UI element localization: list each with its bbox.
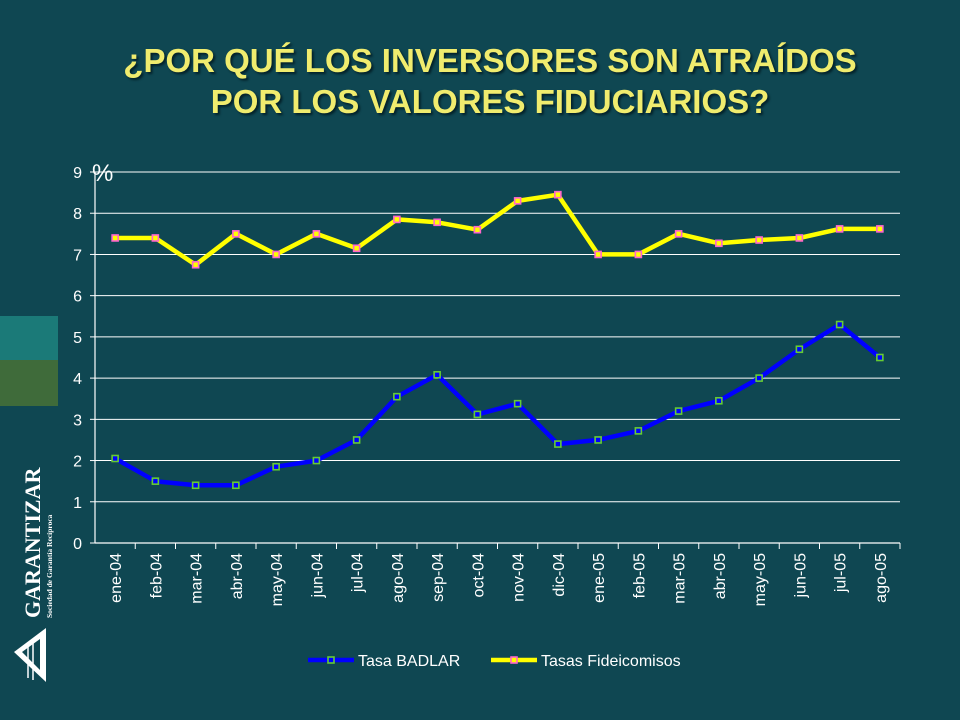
data-point-tasa-badlar-jul-05 (835, 320, 844, 329)
data-point-tasas-fideicomisos-feb-05 (634, 250, 643, 259)
data-point-tasas-fideicomisos-dic-04 (554, 190, 562, 199)
data-point-tasas-fideicomisos-abr-04 (232, 230, 240, 238)
data-point-tasa-badlar-abr-04 (232, 481, 240, 490)
series-tasas-fideicomisos (111, 190, 884, 269)
garantizar-logo: GARANTIZAR Sociedad de Garantía Recíproc… (14, 467, 54, 682)
data-point-tasas-fideicomisos-jun-05 (795, 234, 804, 242)
data-point-tasas-fideicomisos-ene-05 (594, 250, 602, 259)
data-point-tasas-fideicomisos-ago-04 (393, 215, 401, 224)
x-tick-label-jul-04: jul-04 (350, 553, 367, 593)
x-tick-label-ago-04: ago-04 (390, 553, 407, 603)
axes (90, 171, 901, 549)
legend-label-tasa-badlar: Tasa BADLAR (358, 653, 460, 670)
logo-name: GARANTIZAR (20, 467, 45, 618)
legend-item-tasas-fideicomisos: Tasas Fideicomisos (491, 653, 681, 670)
x-tick-label-sep-04: sep-04 (430, 553, 447, 602)
data-point-tasa-badlar-mar-04 (191, 481, 200, 490)
x-tick-label-ene-05: ene-05 (591, 553, 608, 603)
x-tick-labels: ene-04 feb-04 mar-04 abr-04 may-04 jun-04 jul-… (108, 553, 890, 606)
x-tick-label-abr-05: abr-05 (712, 553, 729, 599)
series-tasa-badlar (111, 320, 884, 490)
legend-item-tasa-badlar: Tasa BADLAR (308, 653, 460, 670)
x-tick-label-feb-04: feb-04 (148, 553, 165, 598)
data-point-tasas-fideicomisos-may-05 (755, 236, 763, 244)
slide-title-line-2: POR LOS VALORES FIDUCIARIOS? (210, 83, 770, 120)
x-tick-label-dic-04: dic-04 (551, 553, 568, 597)
data-point-tasa-badlar-ene-05 (594, 436, 602, 444)
data-point-tasa-badlar-sep-04 (433, 371, 441, 379)
data-point-tasa-badlar-feb-04 (151, 477, 160, 485)
data-point-tasa-badlar-ene-04 (111, 454, 119, 463)
y-tick-label-7: 7 (73, 247, 82, 264)
y-tick-label-4: 4 (73, 371, 82, 388)
y-tick-label-3: 3 (73, 412, 82, 429)
data-point-tasas-fideicomisos-nov-04 (513, 197, 522, 205)
data-point-tasa-badlar-ago-04 (393, 392, 401, 401)
data-point-tasa-badlar-ago-05 (876, 353, 884, 362)
legend-swatch-marker-tasa-badlar (327, 656, 335, 664)
side-accent-bar-teal (0, 316, 58, 360)
legend-label-tasas-fideicomisos: Tasas Fideicomisos (541, 653, 681, 670)
y-axis-unit-label: % (92, 160, 113, 187)
data-point-tasa-badlar-feb-05 (634, 427, 643, 435)
x-tick-label-oct-04: oct-04 (470, 553, 487, 598)
data-point-tasas-fideicomisos-ago-05 (876, 225, 884, 233)
x-tick-label-jun-04: jun-04 (309, 553, 326, 599)
x-tick-label-ago-05: ago-05 (873, 553, 890, 603)
data-point-tasas-fideicomisos-mar-05 (674, 230, 683, 238)
series-line-tasas-fideicomisos (115, 192, 880, 268)
data-point-tasas-fideicomisos-abr-05 (715, 239, 723, 248)
y-tick-label-1: 1 (73, 495, 82, 512)
x-tick-label-feb-05: feb-05 (631, 553, 648, 598)
side-accent-bar-green (0, 360, 58, 406)
data-point-tasa-badlar-jun-04 (312, 456, 321, 465)
x-tick-label-mar-05: mar-05 (672, 553, 689, 604)
data-point-tasa-badlar-may-04 (272, 462, 280, 471)
data-point-tasa-badlar-mar-05 (674, 407, 683, 415)
data-point-tasa-badlar-nov-04 (513, 399, 522, 408)
x-tick-label-nov-04: nov-04 (511, 553, 528, 602)
data-point-tasas-fideicomisos-feb-04 (151, 234, 160, 242)
x-tick-label-jun-05: jun-05 (792, 553, 809, 599)
data-point-tasa-badlar-oct-04 (473, 410, 482, 419)
data-point-tasa-badlar-may-05 (755, 374, 763, 382)
legend-swatch-marker-tasas-fideicomisos (510, 656, 518, 664)
slide-title: ¿POR QUÉ LOS INVERSORES SON ATRAÍDOS POR… (40, 40, 940, 122)
x-tick-label-ene-04: ene-04 (108, 553, 125, 603)
x-tick-label-may-04: may-04 (269, 553, 286, 606)
x-tick-label-abr-04: abr-04 (229, 553, 246, 599)
data-point-tasa-badlar-jun-05 (795, 345, 804, 354)
y-tick-label-9: 9 (73, 165, 82, 182)
slide-title-line-1: ¿POR QUÉ LOS INVERSORES SON ATRAÍDOS (123, 42, 857, 79)
data-point-tasas-fideicomisos-jun-04 (312, 230, 321, 238)
data-point-tasas-fideicomisos-mar-04 (191, 260, 200, 269)
series (111, 190, 884, 490)
y-tick-label-2: 2 (73, 454, 82, 471)
x-tick-label-jul-05: jul-05 (833, 553, 850, 593)
x-tick-label-may-05: may-05 (752, 553, 769, 606)
y-tick-label-0: 0 (73, 536, 82, 553)
series-line-tasa-badlar (113, 322, 882, 488)
y-tick-labels: 0 1 2 3 4 5 6 7 8 9 (73, 165, 82, 553)
data-point-tasa-badlar-dic-04 (554, 440, 562, 448)
logo-mark (14, 628, 46, 682)
data-point-tasas-fideicomisos-sep-04 (433, 218, 441, 227)
grid-lines (95, 171, 900, 503)
x-tick-label-mar-04: mar-04 (189, 553, 206, 604)
data-point-tasa-badlar-abr-05 (715, 396, 723, 405)
logo-tagline: Sociedad de Garantía Recíproca (45, 514, 54, 618)
y-tick-label-5: 5 (73, 330, 82, 347)
y-tick-label-6: 6 (73, 289, 82, 306)
legend: Tasa BADLAR Tasas Fideicomisos (308, 653, 681, 670)
data-point-tasas-fideicomisos-may-04 (272, 250, 280, 259)
y-tick-label-8: 8 (73, 206, 82, 223)
data-point-tasas-fideicomisos-oct-04 (473, 225, 482, 234)
data-point-tasas-fideicomisos-jul-05 (835, 225, 844, 233)
data-point-tasas-fideicomisos-jul-04 (352, 244, 361, 253)
data-point-tasas-fideicomisos-ene-04 (111, 234, 119, 242)
data-point-tasa-badlar-jul-04 (352, 436, 361, 444)
